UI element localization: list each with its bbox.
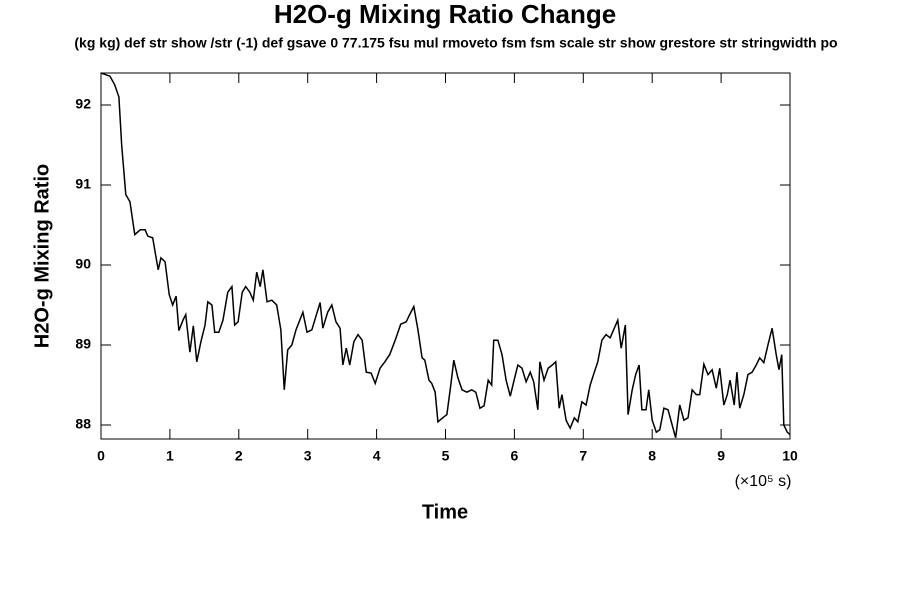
data-line bbox=[100, 72, 791, 438]
y-tick-label: 91 bbox=[75, 176, 91, 192]
x-tick-label: 6 bbox=[511, 448, 519, 464]
y-tick-label: 89 bbox=[75, 336, 91, 352]
x-axis-label: Time bbox=[422, 501, 468, 523]
y-tick-label: 88 bbox=[75, 416, 91, 432]
x-tick-label: 3 bbox=[304, 448, 312, 464]
x-tick-label: 8 bbox=[648, 448, 656, 464]
x-tick-label: 4 bbox=[373, 448, 381, 464]
x-tick-label: 1 bbox=[166, 448, 174, 464]
x-tick-label: 9 bbox=[717, 448, 725, 464]
chart-title: H2O-g Mixing Ratio Change bbox=[274, 0, 616, 29]
y-tick-label: 92 bbox=[75, 96, 91, 112]
x-tick-label: 10 bbox=[782, 448, 798, 464]
chart-subtitle: (kg kg) def str show /str (-1) def gsave… bbox=[74, 35, 837, 51]
x-axis-unit: (×10⁵ s) bbox=[735, 473, 792, 490]
x-tick-label: 2 bbox=[235, 448, 243, 464]
y-axis-label: H2O-g Mixing Ratio bbox=[31, 164, 53, 348]
x-tick-label: 0 bbox=[97, 448, 105, 464]
x-tick-label: 7 bbox=[579, 448, 587, 464]
x-tick-label: 5 bbox=[442, 448, 450, 464]
y-tick-label: 90 bbox=[75, 256, 91, 272]
